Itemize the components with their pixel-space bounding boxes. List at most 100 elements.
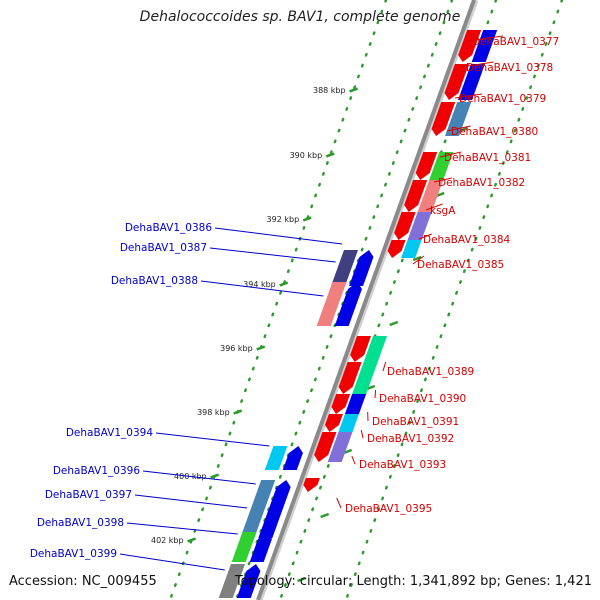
forward-gene-callout (446, 125, 471, 132)
reverse-gene-arrow (349, 250, 374, 286)
reverse-gene-label: DehaBAV1_0398 (37, 517, 124, 529)
reverse-gene-box (231, 532, 257, 562)
reverse-gene-callout (200, 280, 324, 297)
forward-gene-arrow (431, 102, 456, 136)
reverse-gene-arrow (334, 282, 362, 326)
forward-gene-arrow (303, 478, 320, 492)
reverse-gene-label: DehaBAV1_0386 (125, 222, 213, 234)
reverse-gene-arrow (236, 564, 261, 598)
reverse-gene-callout (214, 227, 343, 245)
forward-gene-callout (382, 361, 387, 372)
reverse-gene-label: DehaBAV1_0399 (30, 548, 117, 560)
kbp-tick-mark (187, 537, 197, 543)
reverse-gene-label: DehaBAV1_0394 (66, 427, 154, 439)
forward-gene-callout (360, 429, 364, 439)
reverse-gene-box (240, 480, 276, 538)
forward-gene-label: DehaBAV1_0380 (451, 126, 538, 138)
forward-gene-callout (374, 389, 377, 399)
reverse-gene-callout (119, 553, 225, 571)
forward-gene-label: DehaBAV1_0390 (379, 393, 466, 405)
forward-gene-callout (425, 203, 443, 211)
forward-gene-callout (336, 497, 342, 509)
reverse-gene-arrow (282, 446, 303, 470)
inner-tick-mark (412, 255, 422, 262)
forward-gene-box (344, 394, 367, 414)
reverse-gene-callout (155, 432, 270, 447)
forward-gene-label: DehaBAV1_0379 (459, 93, 546, 105)
forward-gene-arrow (350, 336, 372, 362)
forward-gene-arrow (415, 152, 438, 180)
forward-gene-callout (418, 233, 432, 240)
forward-gene-callout (433, 177, 453, 183)
reverse-gene-box (264, 446, 288, 470)
accession-label: Accession: NC_009455 (9, 574, 157, 589)
reverse-gene-box (218, 564, 245, 598)
reverse-gene-label: DehaBAV1_0396 (53, 465, 141, 477)
gene-labels: DehaBAV1_0377 DehaBAV1_0378 DehaBAV1_0379 D… (30, 35, 559, 571)
inner-tick-mark (389, 320, 399, 327)
forward-gene-box (338, 414, 359, 432)
reverse-gene-arrow (249, 532, 272, 562)
dotted-guide-line (344, 0, 564, 600)
kbp-tick-mark (210, 473, 220, 479)
forward-gene-callout (412, 255, 425, 265)
forward-gene-callout (461, 61, 494, 68)
forward-gene-box (352, 362, 378, 394)
forward-gene-callout (351, 455, 356, 465)
backbone-line (256, 0, 476, 600)
kbp-tick-label: 398 kbp (197, 408, 230, 417)
kbp-tick-label: 388 kbp (313, 86, 346, 95)
kbp-tick-label: 394 kbp (243, 280, 276, 289)
forward-gene-callout (439, 151, 462, 158)
kbp-tick-label: 396 kbp (220, 344, 253, 353)
forward-gene-arrow (394, 212, 416, 240)
reverse-gene-label: DehaBAV1_0387 (120, 242, 207, 254)
forward-gene-label: DehaBAV1_0384 (423, 234, 511, 246)
forward-gene-label: DehaBAV1_0382 (438, 177, 525, 189)
forward-gene-arrow (458, 30, 482, 62)
kbp-tick-mark (256, 345, 266, 351)
forward-gene-label: DehaBAV1_0392 (367, 433, 454, 445)
inner-tick-mark (320, 512, 330, 519)
forward-gene-label: DehaBAV1_0393 (359, 459, 446, 471)
kbp-tick-mark (302, 216, 312, 222)
reverse-gene-box (316, 282, 347, 326)
forward-gene-label: DehaBAV1_0395 (345, 503, 432, 515)
forward-gene-label: DehaBAV1_0389 (387, 366, 474, 378)
reverse-gene-callout (209, 247, 336, 263)
map-title: Dehalococcoides sp. BAV1, complete genom… (139, 9, 461, 25)
forward-gene-box (429, 152, 454, 180)
reverse-gene-box (331, 250, 358, 286)
kbp-tick-label: 402 kbp (151, 536, 184, 545)
reverse-gene-arrow (258, 480, 291, 538)
reverse-gene-label: DehaBAV1_0388 (111, 275, 198, 287)
forward-gene-callout (467, 35, 504, 42)
forward-gene-label: DehaBAV1_0381 (444, 152, 531, 164)
reverse-gene-callout (126, 522, 238, 535)
reverse-gene-label: DehaBAV1_0397 (45, 489, 132, 501)
dotted-guide-line (168, 0, 388, 600)
forward-gene-arrow (444, 64, 469, 100)
forward-gene-arrow (387, 240, 406, 258)
kbp-tick-mark (279, 281, 289, 287)
forward-gene-label: DehaBAV1_0378 (466, 62, 553, 74)
forward-gene-arrow (325, 414, 343, 432)
forward-gene-box (327, 432, 353, 462)
gene-features (218, 30, 498, 598)
reverse-gene-callout (142, 470, 256, 485)
forward-gene-box (445, 102, 472, 136)
forward-gene-label: ksgA (430, 205, 456, 217)
forward-gene-box (363, 336, 388, 362)
topology-summary: Topology: circular; Length: 1,341,892 bp… (234, 574, 592, 589)
forward-gene-arrow (331, 394, 351, 414)
forward-gene-callout (454, 93, 483, 99)
kbp-tick-label: 392 kbp (267, 215, 300, 224)
forward-gene-arrow (314, 432, 337, 462)
forward-gene-box (458, 64, 485, 100)
forward-gene-label: DehaBAV1_0377 (472, 36, 559, 48)
kbp-tick-mark (233, 409, 243, 415)
kbp-tick-mark (325, 152, 335, 158)
reverse-gene-callout (134, 494, 248, 509)
forward-gene-label: DehaBAV1_0385 (417, 259, 504, 271)
